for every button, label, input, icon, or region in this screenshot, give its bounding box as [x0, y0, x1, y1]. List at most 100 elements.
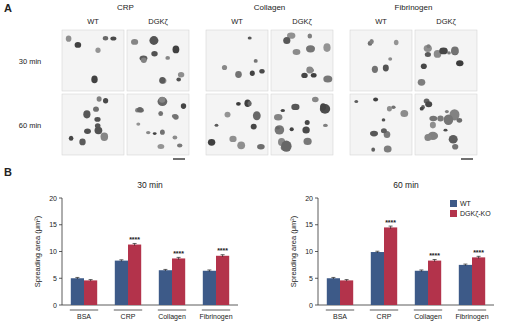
cell — [449, 135, 458, 144]
significance: **** — [385, 219, 396, 226]
cell — [237, 141, 245, 149]
cell — [66, 36, 72, 42]
error-bar — [207, 270, 211, 272]
significance: **** — [217, 247, 228, 254]
cell — [160, 130, 165, 135]
cell — [373, 98, 378, 102]
cell — [457, 118, 463, 123]
bar — [340, 280, 353, 305]
panel-label: B — [4, 166, 12, 178]
error-bar — [119, 260, 123, 262]
cell — [425, 52, 431, 57]
cell — [259, 69, 264, 74]
cell — [248, 101, 252, 106]
micrograph — [62, 94, 124, 155]
cell — [382, 118, 386, 121]
micrograph — [206, 30, 268, 91]
cell — [381, 128, 387, 133]
cell — [424, 134, 431, 141]
y-tick-label: 0 — [53, 302, 57, 309]
legend-label: WT — [460, 200, 472, 207]
cell — [400, 110, 408, 117]
bar — [203, 271, 216, 305]
y-tick-label: 0 — [309, 302, 313, 309]
cell — [305, 120, 310, 125]
cell — [425, 101, 432, 107]
condition-label: Collagen — [254, 3, 286, 12]
cell — [103, 36, 108, 40]
bar — [128, 245, 141, 305]
y-tick — [315, 305, 318, 306]
cell — [208, 139, 215, 146]
cell — [136, 122, 140, 125]
cell — [308, 34, 313, 39]
cell — [178, 72, 184, 78]
chart-title: 60 min — [393, 180, 419, 190]
cell — [151, 51, 157, 56]
cell — [281, 109, 285, 112]
x-tick-label: BSA — [77, 313, 91, 320]
cell — [83, 110, 90, 118]
cell — [418, 79, 426, 86]
bar — [371, 252, 384, 305]
x-tick-label: CRP — [121, 313, 136, 320]
cell — [110, 36, 116, 40]
cell — [254, 59, 258, 63]
y-tick — [315, 278, 318, 279]
cell — [165, 56, 170, 60]
cell — [250, 71, 255, 76]
x-tick-label: Collagen — [158, 313, 186, 321]
cell — [370, 131, 378, 137]
cell — [149, 36, 158, 45]
y-tick-label: 20 — [49, 195, 57, 202]
cell — [276, 126, 280, 129]
y-tick-label: 5 — [309, 275, 313, 282]
cell — [173, 46, 180, 54]
cell — [131, 39, 138, 45]
scale-bar — [461, 158, 473, 159]
error-bar — [477, 256, 481, 258]
cell — [177, 144, 182, 148]
micrograph — [271, 94, 333, 155]
legend-label: DGKζ-KO — [460, 210, 491, 218]
error-bar — [89, 280, 93, 282]
y-tick — [59, 305, 62, 306]
y-tick-label: 10 — [305, 248, 313, 255]
cell — [306, 67, 313, 74]
y-tick — [315, 198, 318, 199]
cell — [257, 144, 265, 149]
cell — [369, 39, 373, 44]
bar — [71, 278, 84, 305]
cell — [146, 131, 150, 134]
significance: **** — [173, 250, 184, 257]
bar — [428, 261, 441, 305]
bar — [384, 227, 397, 305]
y-tick — [59, 251, 62, 252]
cell — [304, 138, 312, 145]
bar — [216, 256, 229, 305]
y-tick-label: 15 — [49, 221, 57, 228]
error-bar — [419, 270, 423, 272]
bar — [159, 270, 172, 305]
cell — [248, 36, 252, 39]
error-bar — [375, 251, 379, 253]
error-bar — [75, 277, 79, 279]
cell — [158, 144, 165, 149]
cell — [274, 114, 282, 120]
x-tick-label: Fibrinogen — [455, 313, 488, 321]
cell — [291, 104, 299, 110]
cell — [437, 116, 443, 122]
genotype-label: DGKζ — [148, 17, 168, 26]
cell — [93, 107, 99, 112]
category-bracket — [114, 310, 142, 311]
error-bar — [133, 243, 137, 245]
legend-swatch — [450, 200, 457, 207]
x-tick-label: BSA — [333, 313, 347, 320]
cell — [290, 127, 294, 131]
micrograph — [415, 30, 477, 91]
cell — [94, 117, 100, 122]
cell — [101, 133, 109, 141]
cell — [79, 139, 85, 146]
plot-area — [71, 243, 229, 305]
cell — [141, 58, 147, 63]
